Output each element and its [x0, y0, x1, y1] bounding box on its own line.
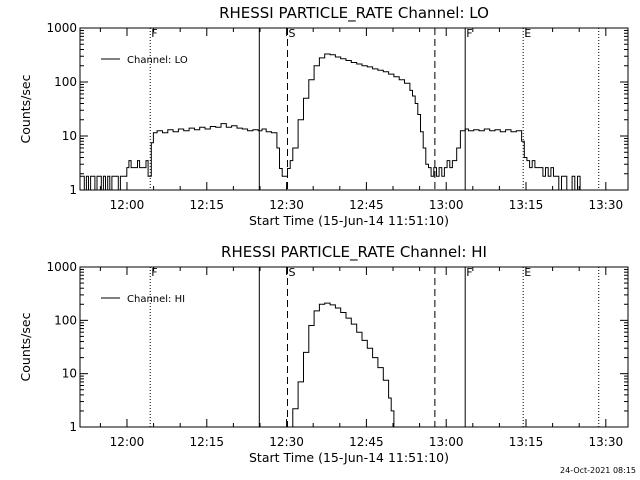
x-tick-label: 13:00 — [429, 435, 464, 449]
y-tick-label: 1 — [69, 420, 77, 434]
x-axis-label: Start Time (15-Jun-14 11:51:10) — [249, 450, 449, 465]
x-tick-label: 12:00 — [110, 198, 145, 212]
x-tick-label: 13:00 — [429, 198, 464, 212]
x-tick-label: 12:45 — [349, 435, 384, 449]
chart-title: RHESSI PARTICLE_RATE Channel: HI — [221, 243, 487, 262]
x-tick-label: 12:30 — [269, 435, 304, 449]
plot-frame — [79, 27, 629, 191]
event-marker-label: F — [151, 266, 157, 279]
x-tick-label: 13:15 — [509, 435, 544, 449]
event-marker-label: F — [466, 27, 472, 40]
event-marker-label: F — [466, 266, 472, 279]
chart-title: RHESSI PARTICLE_RATE Channel: LO — [219, 4, 489, 23]
y-tick-label: 100 — [54, 75, 77, 89]
y-axis-label: Counts/sec — [18, 312, 33, 381]
x-tick-label: 12:15 — [189, 198, 224, 212]
y-tick-label: 1000 — [46, 21, 77, 35]
y-tick-label: 1000 — [46, 260, 77, 274]
y-tick-label: 10 — [62, 367, 77, 381]
y-tick-label: 1 — [69, 183, 77, 197]
x-tick-label: 13:30 — [589, 198, 624, 212]
chart-panel-1: RHESSI PARTICLE_RATE Channel: LO Start Ti… — [18, 4, 629, 228]
chart-panel-2: RHESSI PARTICLE_RATE Channel: HI Start Ti… — [18, 243, 629, 465]
event-marker-label: S — [288, 27, 295, 40]
x-tick-label: 13:30 — [589, 435, 624, 449]
x-tick-label: 12:45 — [349, 198, 384, 212]
x-tick-label: 12:30 — [269, 198, 304, 212]
x-tick-label: 13:15 — [509, 198, 544, 212]
plot-frame — [79, 266, 629, 428]
event-marker-label: E — [524, 27, 531, 40]
event-marker-label: S — [288, 266, 295, 279]
x-tick-label: 12:00 — [110, 435, 145, 449]
x-tick-label: 12:15 — [189, 435, 224, 449]
footer-timestamp: 24-Oct-2021 08:15 — [560, 466, 636, 475]
y-tick-label: 10 — [62, 129, 77, 143]
data-series-line — [289, 302, 395, 428]
y-axis-label: Counts/sec — [18, 74, 33, 143]
x-axis-label: Start Time (15-Jun-14 11:51:10) — [249, 213, 449, 228]
data-series-line — [80, 53, 597, 191]
event-marker-label: F — [151, 27, 157, 40]
event-marker-label: E — [524, 266, 531, 279]
legend-label: Channel: HI — [127, 294, 185, 305]
legend-label: Channel: LO — [127, 55, 188, 66]
y-tick-label: 100 — [54, 313, 77, 327]
